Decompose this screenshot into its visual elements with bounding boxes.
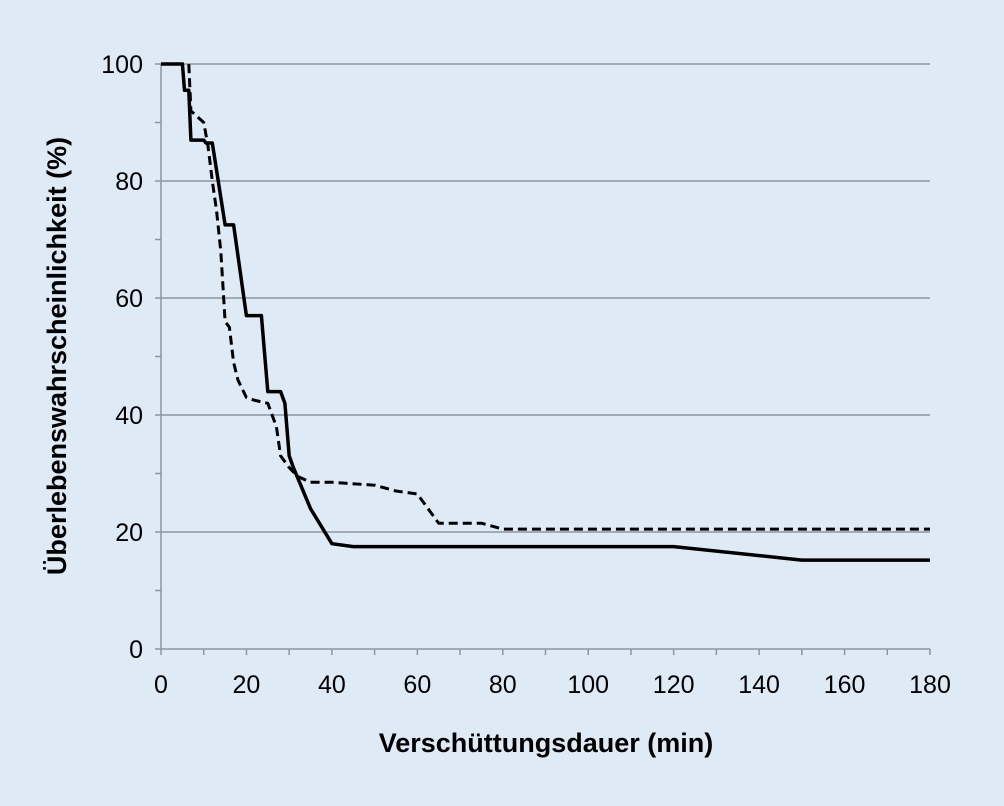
series-line-solid [161,62,930,562]
y-tick-label: 40 [115,402,143,430]
x-tick-label: 140 [738,671,780,699]
x-tick-label: 80 [489,671,517,699]
y-tick-label: 80 [115,168,143,196]
x-tick-label: 160 [824,671,866,699]
x-tick-label: 60 [403,671,431,699]
y-tick-label: 0 [129,636,143,664]
series-lines [161,62,930,562]
tick-labels: 0 20 40 60 80 100 0 20 40 60 80 100 120 140 160 180 [101,51,951,699]
x-tick-label: 20 [233,671,261,699]
x-tick-label: 120 [653,671,695,699]
x-axis-title: Verschüttungsdauer (min) [379,728,714,758]
series-line-dashed [161,62,930,531]
x-tick-label: 40 [318,671,346,699]
x-tick-label: 100 [567,671,609,699]
y-tick-label: 20 [115,519,143,547]
x-tick-label: 0 [154,671,168,699]
y-tick-label: 60 [115,285,143,313]
y-axis-title: Überlebenswahrscheinlichkeit (%) [42,137,72,575]
x-tick-label: 180 [909,671,951,699]
y-tick-label: 100 [101,51,143,79]
gridlines [161,63,930,533]
axes [155,63,931,655]
